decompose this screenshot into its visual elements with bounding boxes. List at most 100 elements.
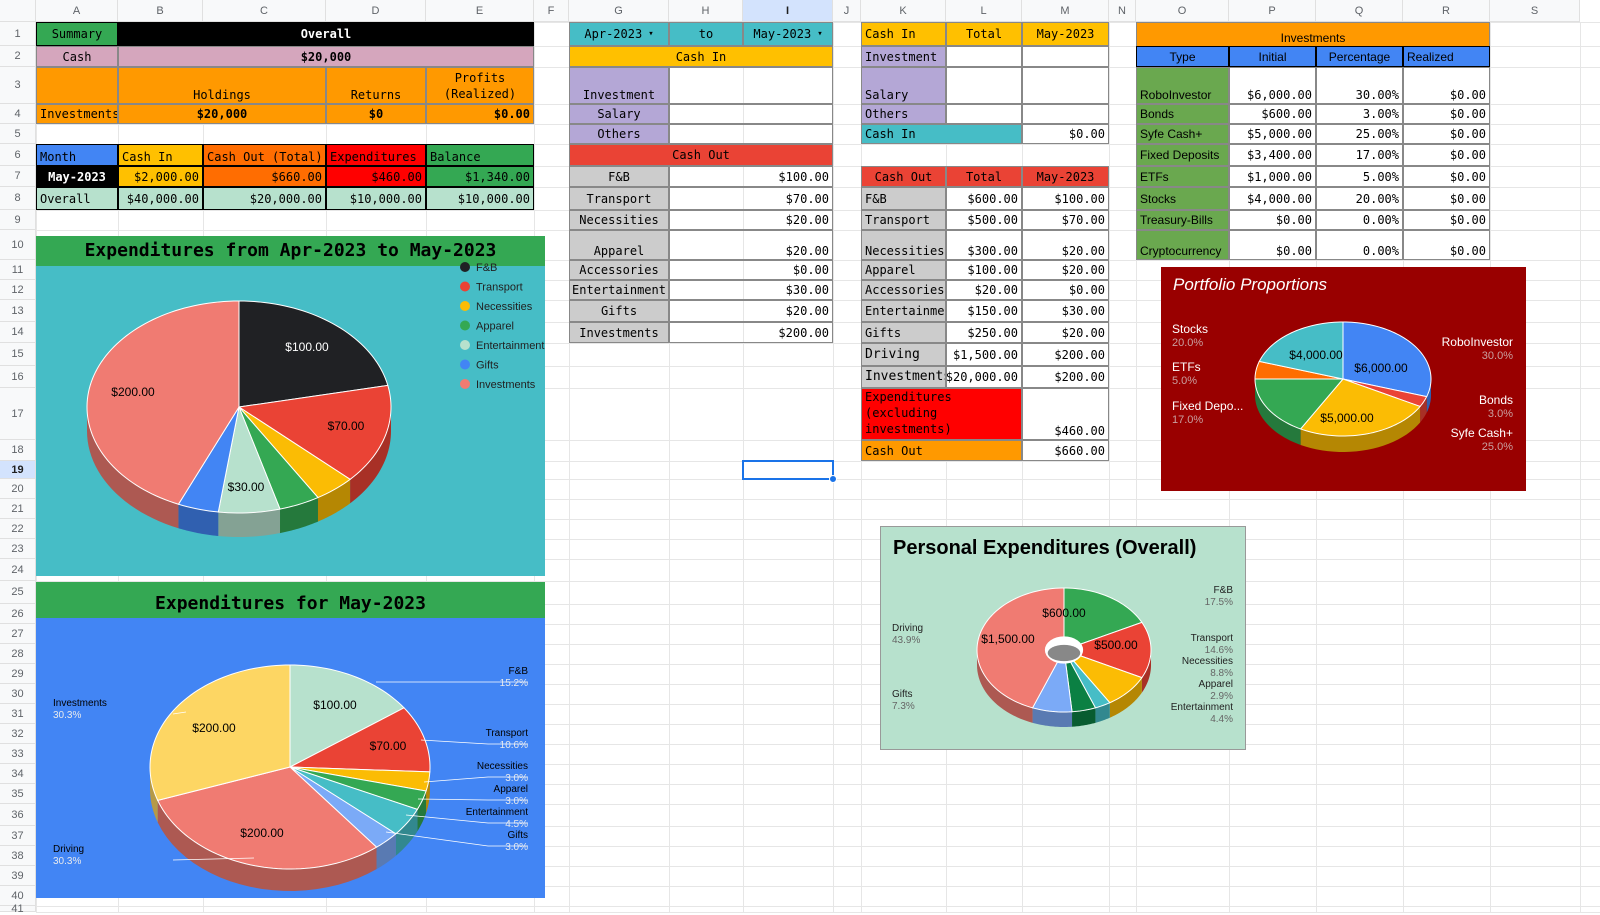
totals-cash-in-item[interactable]: Others — [861, 104, 946, 124]
row-header-25[interactable]: 25 — [0, 581, 36, 604]
row-header-20[interactable]: 20 — [0, 479, 36, 499]
totals-cash-in-total[interactable] — [946, 67, 1022, 104]
period-cash-in-title[interactable]: Cash In — [569, 46, 833, 67]
totals-cash-out-header-2[interactable]: May-2023 — [1022, 166, 1109, 187]
period-to-label[interactable]: to — [669, 22, 743, 46]
row-header-41[interactable]: 41 — [0, 906, 36, 912]
investment-type[interactable]: RoboInvestor — [1136, 67, 1229, 104]
period-cash-in-value[interactable] — [669, 67, 833, 104]
column-header-p[interactable]: P — [1229, 0, 1316, 22]
totals-cash-out-value[interactable]: $660.00 — [1022, 440, 1109, 461]
totals-cash-out-item[interactable]: F&B — [861, 187, 946, 210]
totals-cash-in-total[interactable] — [946, 104, 1022, 124]
profits-value[interactable]: $0.00 — [426, 104, 534, 124]
investments-header-3[interactable]: Realized — [1403, 46, 1490, 67]
period-cash-out-value[interactable]: $0.00 — [669, 260, 833, 280]
monthly-value-3[interactable]: $1,340.00 — [426, 166, 534, 187]
fill-handle[interactable] — [829, 475, 837, 483]
investment-value-2[interactable]: $0.00 — [1403, 124, 1490, 144]
period-cash-out-value[interactable]: $20.00 — [669, 230, 833, 260]
totals-cash-in-item[interactable]: Salary — [861, 67, 946, 104]
row-header-11[interactable]: 11 — [0, 260, 36, 280]
investment-value-1[interactable]: 3.00% — [1316, 104, 1403, 124]
period-cash-in-value[interactable] — [669, 104, 833, 124]
totals-cash-in-total[interactable] — [946, 46, 1022, 67]
chart-personal-expenditures[interactable]: Personal Expenditures (Overall)$600.00$5… — [880, 526, 1246, 750]
column-header-c[interactable]: C — [203, 0, 326, 22]
row-header-27[interactable]: 27 — [0, 624, 36, 644]
totals-cash-out-month[interactable]: $30.00 — [1022, 300, 1109, 322]
totals-cash-out-month[interactable]: $200.00 — [1022, 343, 1109, 366]
row-header-34[interactable]: 34 — [0, 764, 36, 784]
profits-label[interactable]: Profits (Realized) — [426, 67, 534, 104]
column-header-b[interactable]: B — [118, 0, 203, 22]
column-header-l[interactable]: L — [946, 0, 1022, 22]
investment-value-1[interactable]: 0.00% — [1316, 210, 1403, 230]
investment-type[interactable]: Bonds — [1136, 104, 1229, 124]
row-header-8[interactable]: 8 — [0, 187, 36, 210]
row-header-6[interactable]: 6 — [0, 144, 36, 166]
period-cash-out-value[interactable]: $20.00 — [669, 300, 833, 322]
period-cash-out-value[interactable]: $20.00 — [669, 210, 833, 230]
row-header-15[interactable]: 15 — [0, 343, 36, 366]
period-cash-out-item[interactable]: F&B — [569, 166, 669, 187]
monthly-header-4[interactable]: Balance — [426, 144, 534, 166]
investment-value-0[interactable]: $600.00 — [1229, 104, 1316, 124]
row-header-18[interactable]: 18 — [0, 440, 36, 461]
row-header-9[interactable]: 9 — [0, 210, 36, 230]
totals-expenditures-value[interactable]: $460.00 — [1022, 388, 1109, 440]
investment-value-1[interactable]: 30.00% — [1316, 67, 1403, 104]
totals-cash-out-month[interactable]: $20.00 — [1022, 260, 1109, 280]
row-header-33[interactable]: 33 — [0, 744, 36, 764]
monthly-header-3[interactable]: Expenditures — [326, 144, 426, 166]
row-header-32[interactable]: 32 — [0, 724, 36, 744]
column-header-i[interactable]: I — [743, 0, 833, 22]
period-cash-out-item[interactable]: Apparel — [569, 230, 669, 260]
chart-portfolio-proportions[interactable]: Portfolio Proportions$6,000.00$5,000.00$… — [1161, 267, 1526, 491]
investment-value-2[interactable]: $0.00 — [1403, 230, 1490, 260]
totals-cash-out-total[interactable]: $150.00 — [946, 300, 1022, 322]
overall-value-2[interactable]: $20,000.00 — [203, 187, 326, 210]
row-header-13[interactable]: 13 — [0, 300, 36, 322]
totals-cash-in-month[interactable] — [1022, 104, 1109, 124]
totals-cash-out-total[interactable]: $1,500.00 — [946, 343, 1022, 366]
investment-value-1[interactable]: 25.00% — [1316, 124, 1403, 144]
investment-type[interactable]: Syfe Cash+ — [1136, 124, 1229, 144]
investment-type[interactable]: Stocks — [1136, 187, 1229, 210]
period-cash-in-item[interactable]: Salary — [569, 104, 669, 124]
row-header-39[interactable]: 39 — [0, 866, 36, 886]
totals-cash-out-month[interactable]: $0.00 — [1022, 280, 1109, 300]
investment-value-0[interactable]: $0.00 — [1229, 210, 1316, 230]
investments-blank[interactable] — [36, 67, 118, 104]
row-header-37[interactable]: 37 — [0, 826, 36, 846]
monthly-value-0[interactable]: $2,000.00 — [118, 166, 203, 187]
totals-cash-out-month[interactable]: $200.00 — [1022, 366, 1109, 388]
holdings-label[interactable]: Holdings — [118, 67, 326, 104]
column-header-g[interactable]: G — [569, 0, 669, 22]
totals-cash-out-total[interactable]: $100.00 — [946, 260, 1022, 280]
investment-value-2[interactable]: $0.00 — [1403, 210, 1490, 230]
select-all-corner[interactable] — [0, 0, 36, 22]
row-header-29[interactable]: 29 — [0, 664, 36, 684]
investment-value-2[interactable]: $0.00 — [1403, 187, 1490, 210]
totals-cash-out-total[interactable]: $20,000.00 — [946, 366, 1022, 388]
totals-cash-out-month[interactable]: $20.00 — [1022, 230, 1109, 260]
period-cash-out-item[interactable]: Transport — [569, 187, 669, 210]
investments-header-0[interactable]: Type — [1136, 46, 1229, 67]
row-header-23[interactable]: 23 — [0, 539, 36, 559]
investment-type[interactable]: ETFs — [1136, 166, 1229, 187]
row-header-4[interactable]: 4 — [0, 104, 36, 124]
row-header-1[interactable]: 1 — [0, 22, 36, 46]
row-header-19[interactable]: 19 — [0, 461, 36, 479]
investment-value-2[interactable]: $0.00 — [1403, 144, 1490, 166]
investment-value-1[interactable]: 5.00% — [1316, 166, 1403, 187]
investment-value-0[interactable]: $1,000.00 — [1229, 166, 1316, 187]
totals-cash-out-total[interactable]: $500.00 — [946, 210, 1022, 230]
monthly-header-0[interactable]: Month — [36, 144, 118, 166]
row-header-12[interactable]: 12 — [0, 280, 36, 300]
column-header-r[interactable]: R — [1403, 0, 1490, 22]
totals-cash-out-item[interactable]: Gifts — [861, 322, 946, 343]
row-header-30[interactable]: 30 — [0, 684, 36, 704]
row-header-3[interactable]: 3 — [0, 67, 36, 104]
investment-value-0[interactable]: $3,400.00 — [1229, 144, 1316, 166]
